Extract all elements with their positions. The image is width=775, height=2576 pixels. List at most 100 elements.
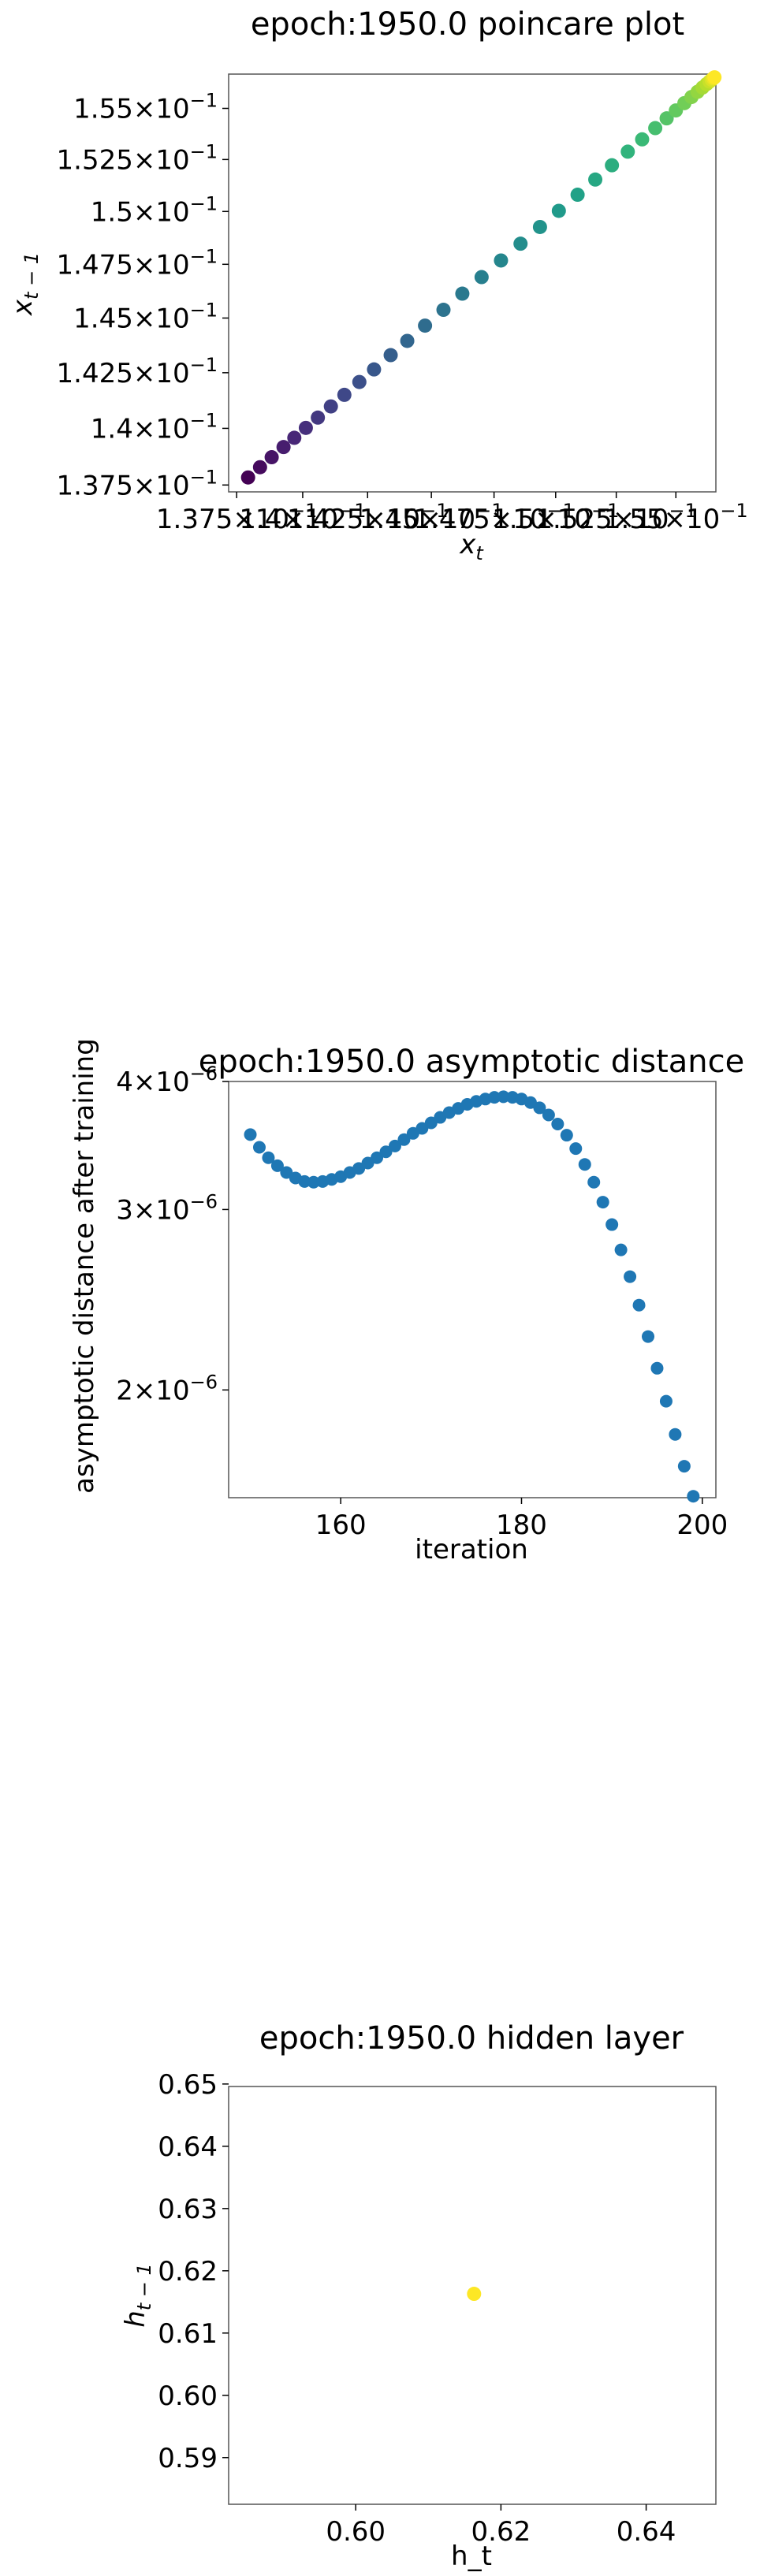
data-point [551,203,566,218]
data-point [298,420,313,435]
data-point [560,1129,573,1142]
data-point [400,333,415,348]
y-tick-label: 0.64 [158,2131,218,2163]
data-point [287,430,302,445]
y-tick-label: 0.62 [158,2256,218,2288]
data-point [497,1090,510,1104]
y-tick-label: 4×10−6 [116,1063,218,1098]
data-point [642,1330,655,1343]
data-point [415,1122,429,1135]
data-point [707,70,722,85]
hidden-layer-y-label: ht − 1 [120,2263,155,2328]
data-point [262,1151,275,1164]
y-tick-label: 2×10−6 [116,1371,218,1406]
hidden-layer-x-label: h_t [451,2541,492,2572]
poincare-y-ticks: 1.375×10−1 1.4×10−1 1.425×10−1 1.45×10−1 1.4… [57,90,229,501]
data-point [605,1218,619,1231]
poincare-points [240,70,722,485]
data-point [632,1298,646,1312]
y-tick-label: 1.5×10−1 [91,192,218,228]
asymptotic-title: epoch:1950.0 asymptotic distance [199,1044,745,1080]
data-point [659,1394,673,1408]
x-tick-label: 0.64 [617,2516,676,2548]
asymptotic-plot-frame [228,1081,717,1498]
data-point [352,374,367,389]
data-point [467,2287,482,2302]
data-point [650,1361,664,1375]
poincare-plot-frame [228,73,717,493]
data-point [388,1139,401,1152]
x-tick-label: 1.375×10−1 [156,500,317,535]
x-tick-label: 1.4×10−1 [239,500,366,535]
data-point [513,236,528,251]
data-point [323,399,338,414]
y-tick-label: 0.63 [158,2194,218,2225]
x-tick-label: 160 [315,1509,367,1541]
data-point [533,1101,546,1115]
x-tick-label: 1.525×10−1 [535,500,696,535]
hidden-layer-title: epoch:1950.0 hidden layer [259,2020,684,2057]
y-tick-label: 0.65 [158,2069,218,2101]
poincare-chart: epoch:1950.0 poincare plot 1.375×10−11.4… [7,6,748,564]
hidden-layer-x-ticks: 0.60 0.62 0.64 [326,2504,676,2548]
asymptotic-points [244,1090,700,1503]
data-point [371,1151,384,1164]
y-tick-label: 1.475×10−1 [57,245,218,281]
data-point [587,1175,601,1189]
y-tick-label: 1.45×10−1 [73,299,218,334]
data-point [569,1142,583,1156]
data-point [252,1141,266,1154]
data-point [648,121,663,136]
x-tick-label: 1.475×10−1 [413,500,574,535]
x-tick-label: 200 [676,1509,728,1541]
data-point [264,450,279,465]
data-point [436,303,451,318]
data-point [620,144,635,159]
data-point [383,348,398,363]
x-tick-label: 1.5×10−1 [492,500,619,535]
data-point [488,1091,501,1104]
y-tick-label: 1.425×10−1 [57,354,218,389]
data-point [542,1108,555,1122]
data-point [635,132,650,147]
data-point [240,470,255,485]
y-tick-label: 3×10−6 [116,1190,218,1226]
data-point [687,1490,700,1503]
data-point [605,158,620,173]
data-point [311,410,326,425]
y-tick-label: 1.375×10−1 [57,466,218,501]
data-point [337,387,352,402]
asymptotic-x-label: iteration [415,1534,528,1565]
y-tick-label: 1.525×10−1 [57,140,218,176]
asymptotic-y-ticks: 2×10−6 3×10−6 4×10−6 [116,1063,229,1406]
data-point [298,1174,311,1188]
data-point [624,1270,637,1283]
x-tick-label: 180 [496,1509,547,1541]
data-point [397,1133,411,1146]
data-point [532,219,547,234]
data-point [455,286,470,301]
poincare-title: epoch:1950.0 poincare plot [251,6,684,43]
data-point [551,1118,564,1131]
y-tick-label: 0.59 [158,2443,218,2474]
data-point [570,188,585,203]
x-tick-label: 0.62 [471,2516,531,2548]
x-tick-label: 1.55×10−1 [604,500,748,535]
y-tick-label: 1.4×10−1 [91,409,218,445]
hidden-layer-plot-frame [228,2086,717,2505]
y-tick-label: 0.60 [158,2381,218,2412]
data-point [307,1175,320,1189]
asymptotic-chart: epoch:1950.0 asymptotic distance 2×10−6 3… [69,1038,744,1565]
data-point [244,1128,257,1141]
data-point [252,460,267,475]
asymptotic-y-label: asymptotic distance after training [69,1038,100,1494]
data-point [270,1159,284,1172]
hidden-layer-points [467,2287,482,2302]
asymptotic-x-ticks: 160 180 200 [315,1498,728,1541]
data-point [677,1460,691,1473]
x-tick-label: 1.425×10−1 [287,500,448,535]
y-tick-label: 0.61 [158,2318,218,2350]
data-point [418,318,433,333]
data-point [669,1428,682,1441]
